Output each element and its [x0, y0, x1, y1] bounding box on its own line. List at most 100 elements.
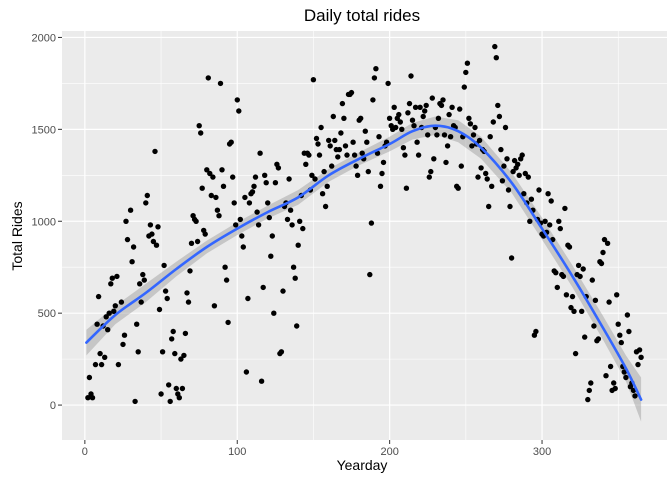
data-point: [591, 323, 597, 329]
data-point: [339, 100, 346, 107]
data-point: [219, 167, 225, 173]
data-point: [295, 242, 301, 248]
data-point: [162, 288, 169, 294]
y-tick-label: 0: [50, 400, 56, 412]
data-point: [118, 299, 125, 305]
data-point: [423, 102, 429, 109]
data-point: [502, 124, 509, 131]
data-point: [600, 249, 606, 256]
data-point: [115, 361, 122, 368]
data-point: [294, 323, 300, 329]
data-point: [124, 236, 131, 243]
data-point: [184, 290, 190, 296]
data-point: [569, 293, 576, 300]
data-point: [617, 332, 623, 338]
data-point: [510, 168, 516, 175]
data-point: [612, 385, 618, 392]
data-point: [515, 161, 521, 167]
data-point: [626, 328, 632, 335]
data-point: [204, 167, 210, 173]
data-point: [519, 152, 525, 158]
data-point: [103, 314, 109, 320]
data-point: [499, 178, 506, 184]
data-point: [316, 152, 323, 158]
data-point: [443, 159, 449, 166]
data-point: [228, 139, 234, 145]
data-point: [198, 130, 204, 136]
data-point: [364, 139, 370, 145]
y-tick-label: 500: [38, 308, 56, 320]
data-point: [95, 293, 102, 300]
data-point: [601, 236, 608, 243]
data-point: [449, 104, 455, 111]
data-point: [542, 218, 548, 224]
data-point: [303, 161, 309, 167]
data-point: [310, 77, 317, 83]
data-point: [89, 395, 96, 401]
x-tick-label: 0: [82, 446, 88, 458]
data-point: [245, 295, 251, 302]
data-point: [461, 84, 467, 90]
data-point: [580, 266, 586, 272]
data-point: [161, 262, 167, 269]
data-point: [260, 284, 266, 291]
data-point: [354, 172, 361, 178]
data-point: [548, 198, 554, 204]
data-point: [624, 312, 631, 318]
data-point: [533, 328, 539, 335]
data-point: [615, 321, 621, 327]
data-point: [130, 244, 137, 250]
data-point: [483, 170, 489, 177]
data-point: [342, 143, 349, 149]
data-point: [414, 139, 420, 145]
data-point: [254, 209, 260, 215]
data-point: [362, 128, 368, 134]
data-point: [604, 240, 611, 246]
data-point: [595, 336, 602, 342]
data-point: [290, 264, 297, 270]
data-point: [585, 396, 591, 403]
data-point: [332, 137, 338, 144]
data-point: [475, 174, 481, 180]
data-point: [508, 255, 515, 261]
data-point: [441, 132, 448, 138]
data-point: [440, 97, 446, 103]
data-point: [516, 172, 522, 178]
data-point: [309, 172, 315, 178]
data-point: [182, 330, 189, 337]
data-point: [579, 308, 585, 314]
data-point: [422, 108, 428, 114]
data-point: [164, 295, 170, 302]
y-tick-label: 2000: [32, 32, 56, 44]
data-point: [297, 218, 303, 224]
data-point: [140, 271, 146, 278]
data-point: [472, 124, 478, 131]
data-point: [370, 97, 376, 103]
data-point: [234, 97, 240, 103]
data-point: [469, 143, 475, 149]
data-point: [292, 275, 298, 281]
data-point: [255, 222, 262, 228]
data-point: [258, 378, 265, 384]
data-point: [312, 176, 318, 182]
data-point: [511, 157, 518, 164]
data-point: [403, 185, 410, 191]
data-point: [568, 304, 574, 311]
data-point: [589, 277, 595, 283]
data-point: [280, 288, 286, 294]
data-point: [426, 174, 432, 180]
data-point: [173, 385, 179, 392]
data-point: [143, 200, 149, 206]
data-point: [188, 240, 195, 246]
data-point: [431, 156, 437, 162]
data-point: [271, 310, 277, 316]
data-point: [233, 222, 239, 228]
data-point: [178, 356, 184, 362]
data-point: [351, 152, 358, 158]
data-point: [547, 222, 553, 228]
data-point: [231, 200, 237, 206]
plot-panel: [62, 31, 667, 440]
data-point: [435, 115, 442, 122]
data-point: [94, 321, 100, 327]
data-point: [335, 154, 341, 160]
